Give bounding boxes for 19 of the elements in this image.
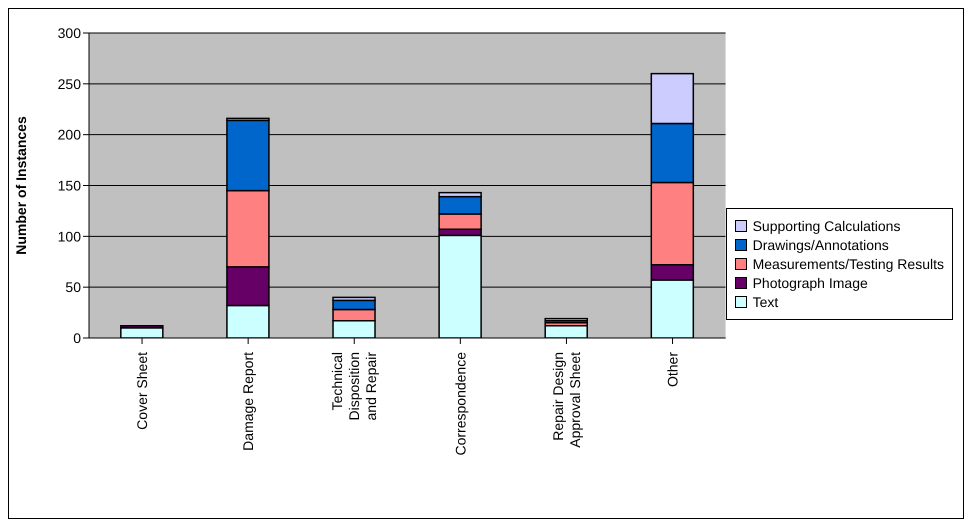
x-tick-label: Cover Sheet — [134, 352, 150, 430]
legend-label: Measurements/Testing Results — [752, 256, 944, 272]
legend-label: Text — [752, 294, 778, 310]
x-tick-label: Correspondence — [452, 352, 468, 456]
y-tick-label: 300 — [58, 24, 82, 41]
y-tick-label: 50 — [65, 279, 82, 296]
x-tick-label: Repair Design Approval Sheet — [550, 352, 583, 448]
y-tick-label: 250 — [58, 76, 82, 92]
x-tick-label: Other — [664, 352, 681, 388]
y-tick-label: 200 — [58, 126, 82, 143]
y-axis-title: Number of Instances — [12, 116, 29, 255]
x-tick-label: Technical Disposition and Repair — [329, 352, 380, 420]
x-tick-label: Damage Report — [240, 352, 256, 451]
y-tick-label: 0 — [73, 330, 82, 346]
y-tick-label: 100 — [58, 228, 82, 244]
y-tick-label: 150 — [58, 177, 82, 194]
legend-label: Supporting Calculations — [752, 218, 900, 234]
legend-label: Drawings/Annotations — [752, 236, 889, 252]
legend-label: Photograph Image — [752, 274, 868, 290]
